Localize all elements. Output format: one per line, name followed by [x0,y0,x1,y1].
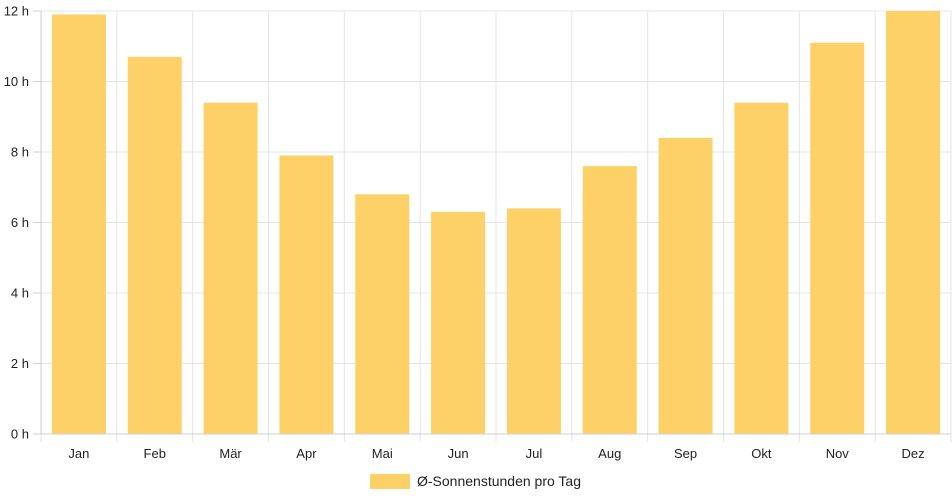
y-tick-label: 8 h [11,145,29,160]
x-tick-label: Sep [674,446,697,461]
bars [51,11,941,435]
bar-okt[interactable] [734,102,789,435]
legend-swatch [370,474,410,489]
bar-jun[interactable] [431,211,486,434]
y-tick-label: 0 h [11,427,29,442]
legend-label: Ø-Sonnenstunden pro Tag [417,473,581,489]
x-tick-label: Mär [219,446,242,461]
x-tick-label: Aug [598,446,621,461]
axes [33,10,951,435]
x-tick-label: Feb [144,446,166,461]
grid [40,10,952,442]
x-tick-label: Jan [68,446,89,461]
y-tick-label: 10 h [4,74,29,89]
bar-aug[interactable] [582,166,637,434]
x-tick-label: Okt [751,446,772,461]
bar-sep[interactable] [658,137,713,434]
x-tick-label: Jun [448,446,469,461]
bar-jan[interactable] [51,14,106,435]
x-tick-label: Nov [826,446,850,461]
y-tick-label: 2 h [11,356,29,371]
x-tick-label: Apr [296,446,317,461]
x-axis-tick-labels: Jan Feb Mär Apr Mai Jun Jul Aug Sep Okt Nov Dez [68,446,924,461]
x-tick-label: Mai [372,446,393,461]
y-axis-tick-labels: 0 h 2 h 4 h 6 h 8 h 10 h 12 h [4,4,29,442]
bar-feb[interactable] [127,56,182,434]
legend[interactable]: Ø-Sonnenstunden pro Tag [370,473,581,489]
bar-jul[interactable] [506,208,561,434]
bar-dez[interactable] [886,11,941,434]
bar-mär[interactable] [203,102,258,435]
y-tick-label: 4 h [11,286,29,301]
bar-apr[interactable] [279,155,334,434]
x-tick-label: Dez [902,446,925,461]
bar-mai[interactable] [355,194,410,434]
x-tick-label: Jul [526,446,543,461]
y-tick-label: 6 h [11,215,29,230]
bar-nov[interactable] [810,42,865,434]
y-tick-label: 12 h [4,4,29,19]
